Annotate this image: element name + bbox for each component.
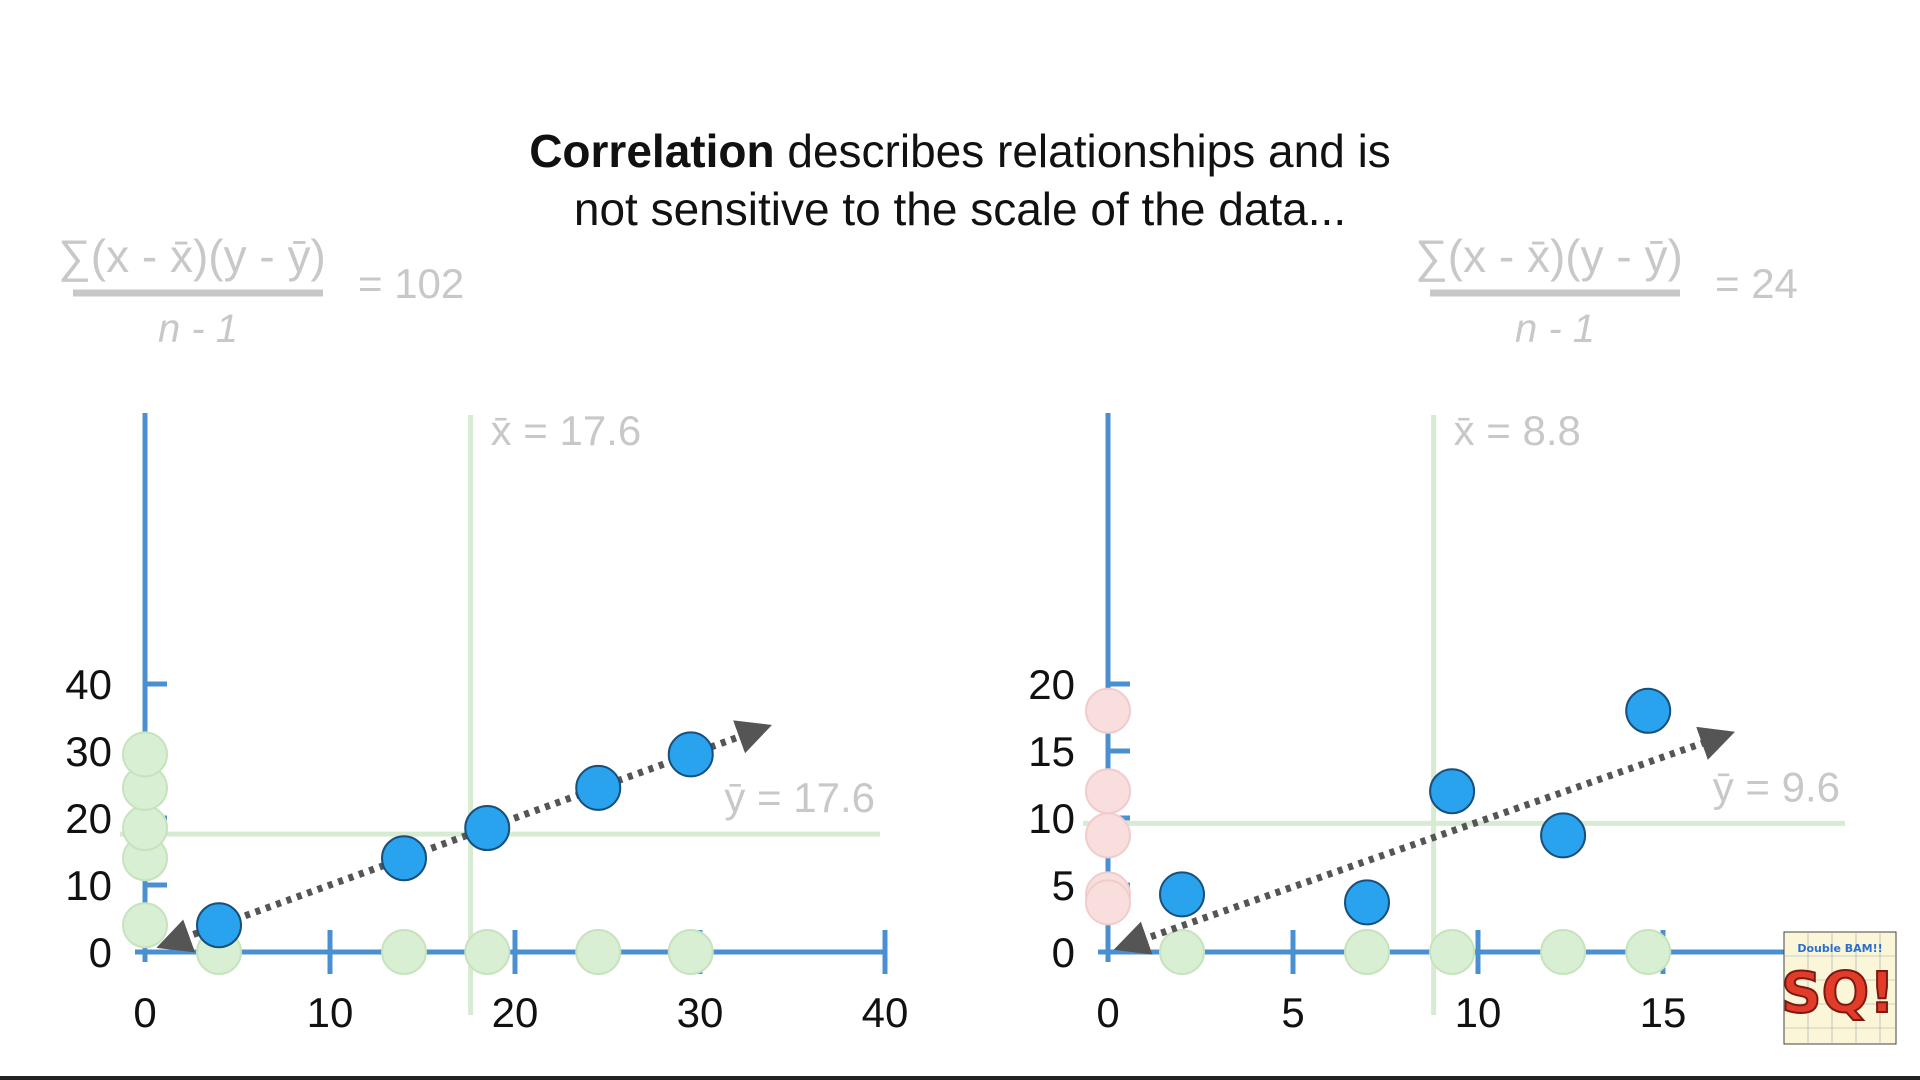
- headline-line-2: not sensitive to the scale of the data..…: [573, 183, 1347, 235]
- x-tick-label: 40: [862, 989, 909, 1036]
- data-point: [575, 764, 622, 811]
- x-projection-point: [381, 929, 427, 975]
- data-point: [464, 805, 511, 852]
- x-tick-label: 10: [307, 989, 354, 1036]
- data-point: [1625, 687, 1672, 734]
- data-point: [196, 902, 242, 949]
- y-projection-point: [1085, 768, 1131, 815]
- y-tick-label: 0: [89, 929, 112, 976]
- y-projection-point: [1085, 687, 1131, 734]
- x-mean-label: x̄ = 17.6: [491, 407, 642, 454]
- formula-denominator: n - 1: [158, 307, 238, 351]
- x-projection-point: [464, 929, 511, 975]
- x-projection-point: [1625, 929, 1672, 975]
- x-tick-label: 15: [1640, 989, 1687, 1036]
- x-projection-point: [1159, 929, 1205, 975]
- data-point: [1159, 871, 1205, 918]
- data-point: [667, 731, 714, 778]
- x-tick-label: 20: [492, 989, 539, 1036]
- y-mean-label: ȳ = 17.6: [724, 774, 875, 821]
- scatter-chart-left: ∑(x - x̄)(y - ȳ) n - 1 = 102 x̄ = 17.6 ȳ = 1…: [58, 230, 908, 1036]
- headline: Correlation describes relationships and …: [0, 122, 1920, 238]
- logo-small-text: Double BAM!!: [1797, 942, 1882, 955]
- y-tick-label: 5: [1052, 862, 1075, 909]
- formula-result: = 24: [1715, 260, 1798, 307]
- y-tick-label: 0: [1052, 929, 1075, 976]
- data-point: [1344, 879, 1390, 926]
- statquest-logo-icon: Double BAM!! SQ!: [1780, 931, 1897, 1045]
- formula-denominator: n - 1: [1515, 307, 1595, 351]
- x-projection-point: [1429, 929, 1476, 975]
- y-tick-label: 10: [65, 862, 112, 909]
- x-projection-point: [575, 929, 622, 975]
- y-tick-label: 10: [1028, 795, 1075, 842]
- headline-line-1: Correlation describes relationships and …: [0, 122, 1920, 180]
- trend-arrow: [156, 720, 772, 953]
- headline-line-1-rest: describes relationships and is: [774, 125, 1391, 177]
- y-tick-label: 20: [1028, 661, 1075, 708]
- x-tick-label: 0: [133, 989, 156, 1036]
- x-projection-point: [1344, 929, 1390, 975]
- data-point: [1429, 768, 1476, 815]
- logo-text: SQ!: [1781, 961, 1894, 1026]
- y-tick-label: 30: [65, 728, 112, 775]
- y-tick-label: 15: [1028, 728, 1075, 775]
- y-projection-point: [122, 805, 168, 852]
- formula-numerator: ∑(x - x̄)(y - ȳ): [1415, 230, 1683, 282]
- y-projection-point: [122, 731, 168, 778]
- x-mean-label: x̄ = 8.8: [1454, 407, 1581, 454]
- x-tick-label: 0: [1096, 989, 1119, 1036]
- y-projection-point: [122, 902, 168, 949]
- headline-bold-term: Correlation: [529, 125, 775, 177]
- trend-arrow: [1113, 726, 1736, 955]
- x-projection-point: [1540, 929, 1587, 975]
- y-projection-point: [1085, 812, 1131, 859]
- x-tick-label: 5: [1281, 989, 1304, 1036]
- x-tick-label: 30: [677, 989, 724, 1036]
- y-tick-label: 40: [65, 661, 112, 708]
- y-projection-point: [1085, 879, 1131, 926]
- data-point: [381, 835, 427, 882]
- x-projection-point: [667, 929, 714, 975]
- x-tick-label: 10: [1455, 989, 1502, 1036]
- y-mean-label: ȳ = 9.6: [1713, 763, 1840, 810]
- scatter-chart-right: ∑(x - x̄)(y - ȳ) n - 1 = 24 x̄ = 8.8 ȳ = 9.6…: [1028, 230, 1845, 1036]
- data-point: [1540, 812, 1587, 859]
- y-tick-label: 20: [65, 795, 112, 842]
- bottom-border: [0, 1076, 1920, 1080]
- formula-numerator: ∑(x - x̄)(y - ȳ): [58, 230, 326, 282]
- formula-result: = 102: [358, 260, 464, 307]
